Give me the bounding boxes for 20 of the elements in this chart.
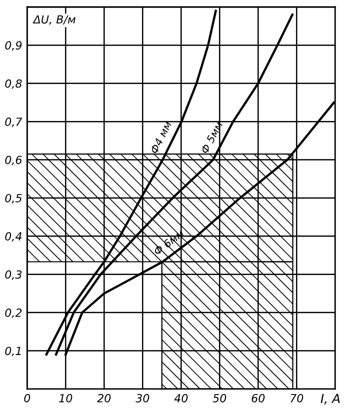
x-tick-label: 40	[174, 394, 188, 402]
y-tick-label: 0,9	[5, 41, 22, 51]
y-axis-title: ΔU, В/м	[32, 15, 76, 25]
text: Ф4 мм	[150, 120, 172, 154]
y-tick-label: 0,3	[5, 270, 22, 280]
y-tick-label: 0,7	[5, 118, 22, 128]
y-tick-label: 0,6	[5, 156, 22, 166]
y-tick-label: 0,5	[5, 194, 22, 204]
x-tick-label: 70	[290, 394, 304, 402]
x-tick-label: 0	[24, 394, 30, 402]
y-tick-label: 0,2	[5, 308, 22, 318]
x-tick-label: 20	[97, 394, 111, 402]
y-tick-label: 0,1	[5, 346, 21, 356]
y-tick-label: 0,4	[5, 232, 22, 242]
x-tick-label: 30	[136, 394, 150, 402]
x-tick-label: 10	[59, 394, 72, 402]
x-tick-label: 50	[212, 394, 226, 402]
y-tick-label: 0,8	[5, 79, 22, 89]
x-axis-title: I, A	[320, 394, 340, 404]
x-tick-label: 60	[252, 394, 265, 402]
